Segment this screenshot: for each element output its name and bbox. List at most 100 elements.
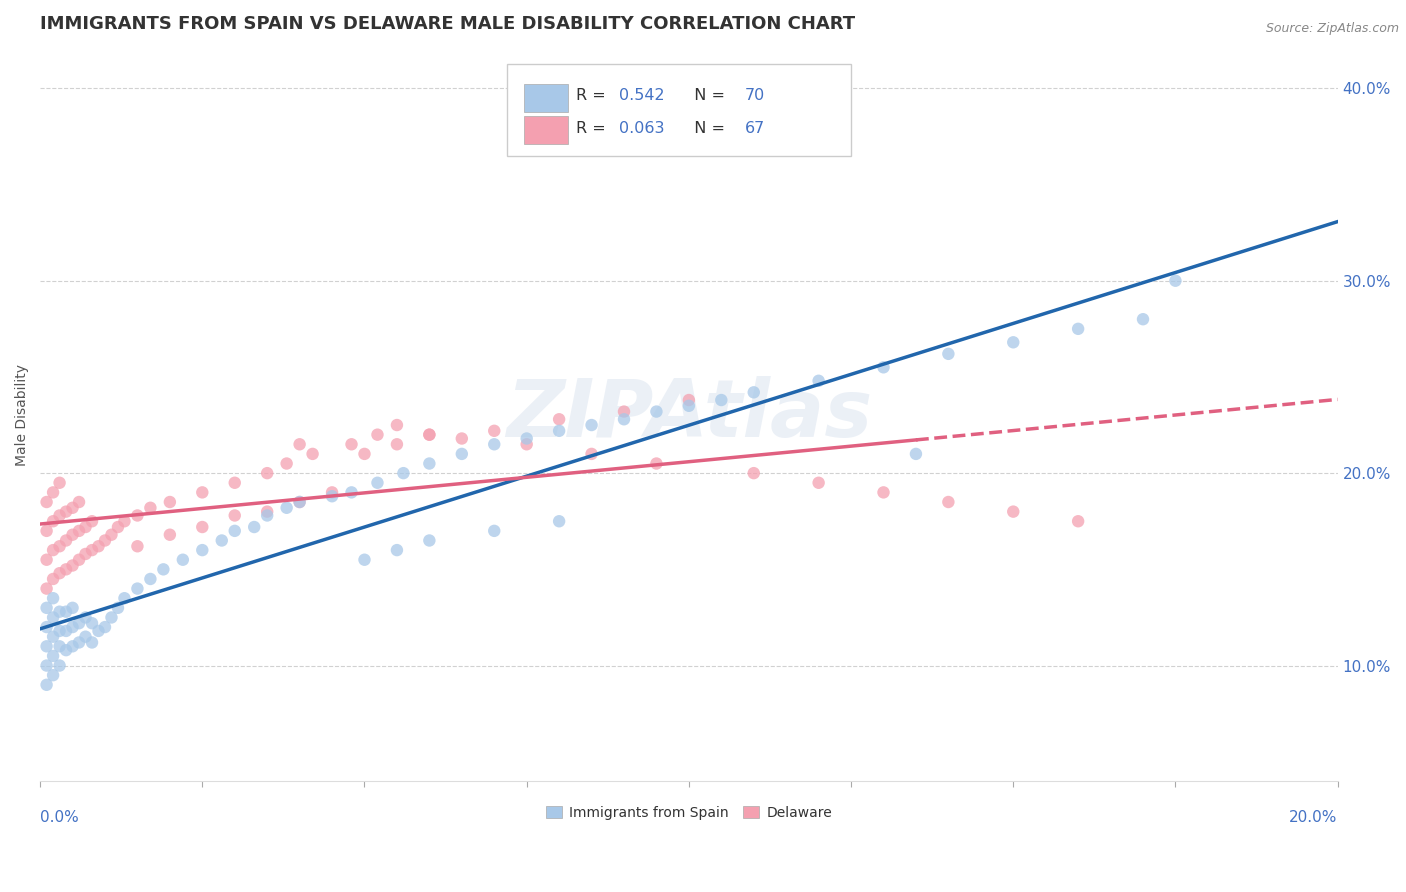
Point xyxy=(385,437,408,451)
Point xyxy=(55,533,77,548)
Text: R =: R = xyxy=(576,120,610,136)
Point xyxy=(353,553,375,567)
Point xyxy=(340,485,363,500)
Point xyxy=(288,495,311,509)
Point xyxy=(159,495,181,509)
Text: 67: 67 xyxy=(745,120,765,136)
Text: ZIPAtlas: ZIPAtlas xyxy=(506,376,872,454)
Point xyxy=(42,630,65,644)
Point xyxy=(418,427,440,442)
Point xyxy=(62,600,84,615)
Point xyxy=(516,437,538,451)
Point xyxy=(35,640,58,654)
Point xyxy=(613,412,636,426)
Text: Source: ZipAtlas.com: Source: ZipAtlas.com xyxy=(1265,22,1399,36)
Point xyxy=(42,591,65,606)
Point xyxy=(191,520,214,534)
Point xyxy=(48,539,70,553)
Point xyxy=(340,437,363,451)
Point xyxy=(62,558,84,573)
FancyBboxPatch shape xyxy=(508,64,851,156)
Y-axis label: Male Disability: Male Disability xyxy=(15,365,30,467)
Point xyxy=(366,427,388,442)
Point xyxy=(35,678,58,692)
Point xyxy=(645,404,668,418)
Point xyxy=(548,424,571,438)
Point xyxy=(276,500,298,515)
Point xyxy=(450,447,472,461)
Point xyxy=(224,524,246,538)
Point xyxy=(904,447,927,461)
Legend: Immigrants from Spain, Delaware: Immigrants from Spain, Delaware xyxy=(540,800,838,825)
Point xyxy=(484,437,506,451)
Point xyxy=(710,392,733,407)
Point xyxy=(48,605,70,619)
Point xyxy=(256,508,278,523)
Point xyxy=(256,466,278,480)
Point xyxy=(172,553,194,567)
Point xyxy=(392,466,415,480)
Point xyxy=(100,610,122,624)
Point xyxy=(678,392,700,407)
Point xyxy=(100,527,122,541)
Point xyxy=(548,514,571,528)
Point xyxy=(62,640,84,654)
Text: 0.542: 0.542 xyxy=(619,88,665,103)
Point xyxy=(1067,514,1090,528)
Point xyxy=(581,447,603,461)
Point xyxy=(678,399,700,413)
Point xyxy=(67,616,90,631)
Point xyxy=(484,524,506,538)
Point xyxy=(55,562,77,576)
Point xyxy=(418,457,440,471)
Point xyxy=(42,514,65,528)
Point xyxy=(75,547,97,561)
Point xyxy=(35,600,58,615)
Point xyxy=(301,447,323,461)
Point xyxy=(67,495,90,509)
Point xyxy=(418,427,440,442)
Point xyxy=(450,432,472,446)
Point xyxy=(114,591,136,606)
Point xyxy=(55,605,77,619)
Point xyxy=(1002,335,1025,350)
Point xyxy=(742,466,765,480)
Point xyxy=(288,437,311,451)
Text: N =: N = xyxy=(683,120,730,136)
Point xyxy=(42,610,65,624)
Point xyxy=(55,505,77,519)
Point xyxy=(35,582,58,596)
Point xyxy=(42,572,65,586)
Point xyxy=(80,543,103,558)
Text: 0.063: 0.063 xyxy=(619,120,664,136)
Point xyxy=(353,447,375,461)
Point xyxy=(127,539,149,553)
Point xyxy=(191,485,214,500)
Point xyxy=(62,500,84,515)
Point xyxy=(75,630,97,644)
Point xyxy=(516,432,538,446)
Point xyxy=(75,520,97,534)
Point xyxy=(35,658,58,673)
Point xyxy=(127,582,149,596)
Point xyxy=(1164,274,1187,288)
Point xyxy=(938,495,960,509)
Point xyxy=(48,658,70,673)
Point xyxy=(127,508,149,523)
FancyBboxPatch shape xyxy=(524,84,568,112)
Point xyxy=(42,543,65,558)
Point xyxy=(94,620,117,634)
Point xyxy=(872,485,894,500)
Point xyxy=(288,495,311,509)
Point xyxy=(256,505,278,519)
Point xyxy=(80,514,103,528)
Text: R =: R = xyxy=(576,88,610,103)
Point xyxy=(807,374,830,388)
Point xyxy=(87,624,110,638)
Point xyxy=(87,539,110,553)
Point xyxy=(484,424,506,438)
Point xyxy=(55,624,77,638)
Point xyxy=(42,485,65,500)
Point xyxy=(211,533,233,548)
Point xyxy=(243,520,266,534)
